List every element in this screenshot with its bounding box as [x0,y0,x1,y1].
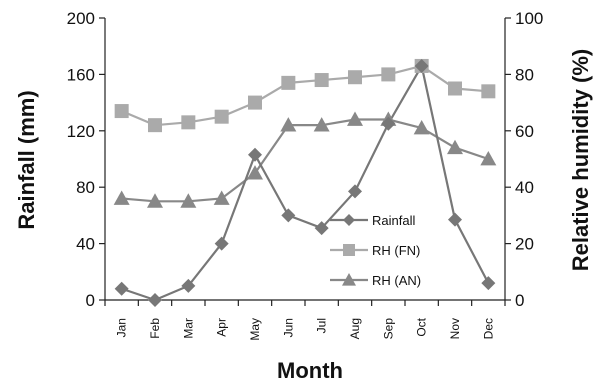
x-tick-label: Dec [481,318,495,339]
rh-fn-point [114,104,129,119]
left-y-tick-label: 40 [76,235,95,254]
legend-rh-an-marker [342,273,356,286]
rainfall-point [248,147,262,162]
right-y-tick-label: 100 [515,9,543,28]
x-tick-label: Mar [181,318,195,339]
y2-axis-title: Relative humidity (%) [568,49,593,271]
rh-fn-point [248,95,262,110]
rh-fn-point [481,84,496,99]
rainfall-point [281,208,296,223]
x-tick-label: Feb [148,318,162,339]
rainfall-point [448,212,462,227]
rh-fn-point [214,109,229,124]
x-tick-label: Sep [381,318,395,340]
rainfall-point [214,236,229,251]
plot-frame [104,18,506,301]
legend-rh-an-label: RH (AN) [372,273,421,288]
rainfall-point [114,281,129,296]
legend-rh-fn-marker [343,244,355,256]
rh-an-line [121,118,489,203]
left-y-tick-label: 120 [67,122,95,141]
rh-an-point [213,190,230,205]
rainfall-line [121,62,490,302]
rh-fn-point [381,67,396,82]
rh-an-point [347,111,363,126]
x-tick-label: Aug [348,318,362,339]
legend: Rainfall RH (FN) RH (AN) [330,213,421,288]
left-y-tick-label: 0 [86,291,95,310]
rh-fn-point [281,75,296,90]
legend-rainfall-label: Rainfall [372,213,415,228]
series-markers [113,58,497,307]
x-tick-label: Jul [315,318,329,333]
rh-fn-point [148,118,162,133]
rainfall-point [481,276,496,291]
rh-fn-point [448,81,462,96]
rh-an-point [180,193,197,208]
x-tick-label: Oct [415,317,429,336]
rh-an-point [413,119,430,135]
right-y-tick-label: 60 [515,122,534,141]
left-y-tick-label: 160 [67,65,95,84]
right-y-tick-label: 20 [515,235,534,254]
left-y-tick-label: 80 [76,178,95,197]
x-tick-label: Apr [215,318,229,337]
rh-an-point [113,190,130,205]
rainfall-point [381,116,396,131]
x-tick-label: Jan [115,318,129,337]
rainfall-point [148,293,162,307]
legend-rh-fn-label: RH (FN) [372,243,420,258]
y-axis-title: Rainfall (mm) [14,90,39,229]
rh-an-point [247,165,263,180]
x-tick-label: Nov [448,318,462,339]
rainfall-point [414,58,429,73]
right-y-tick-label: 80 [515,65,534,84]
rainfall-point [314,221,329,236]
rh-an-point [313,117,330,132]
rainfall-point [181,278,196,293]
rh-an-point [447,139,463,155]
right-y-tick-label: 0 [515,291,524,310]
x-axis-title: Month [277,358,343,383]
x-tick-label: Jun [281,318,295,337]
rh-an-point [147,193,163,208]
right-y-tick-label: 40 [515,178,534,197]
rainfall-point [348,184,362,199]
x-tick-label: May [248,318,262,341]
rh-fn-point [314,73,329,88]
legend-rainfall-marker [343,214,355,226]
series-lines [121,62,490,302]
rh-an-point [480,151,497,166]
left-y-tick-label: 200 [67,9,95,28]
rh-fn-point [348,70,362,85]
rh-fn-point [181,115,196,130]
axis-ticks: 0 40 80 120 160 200 0 20 40 60 80 100 Jan Feb Mar Apr Ma… [67,9,544,341]
rh-an-point [280,117,297,132]
